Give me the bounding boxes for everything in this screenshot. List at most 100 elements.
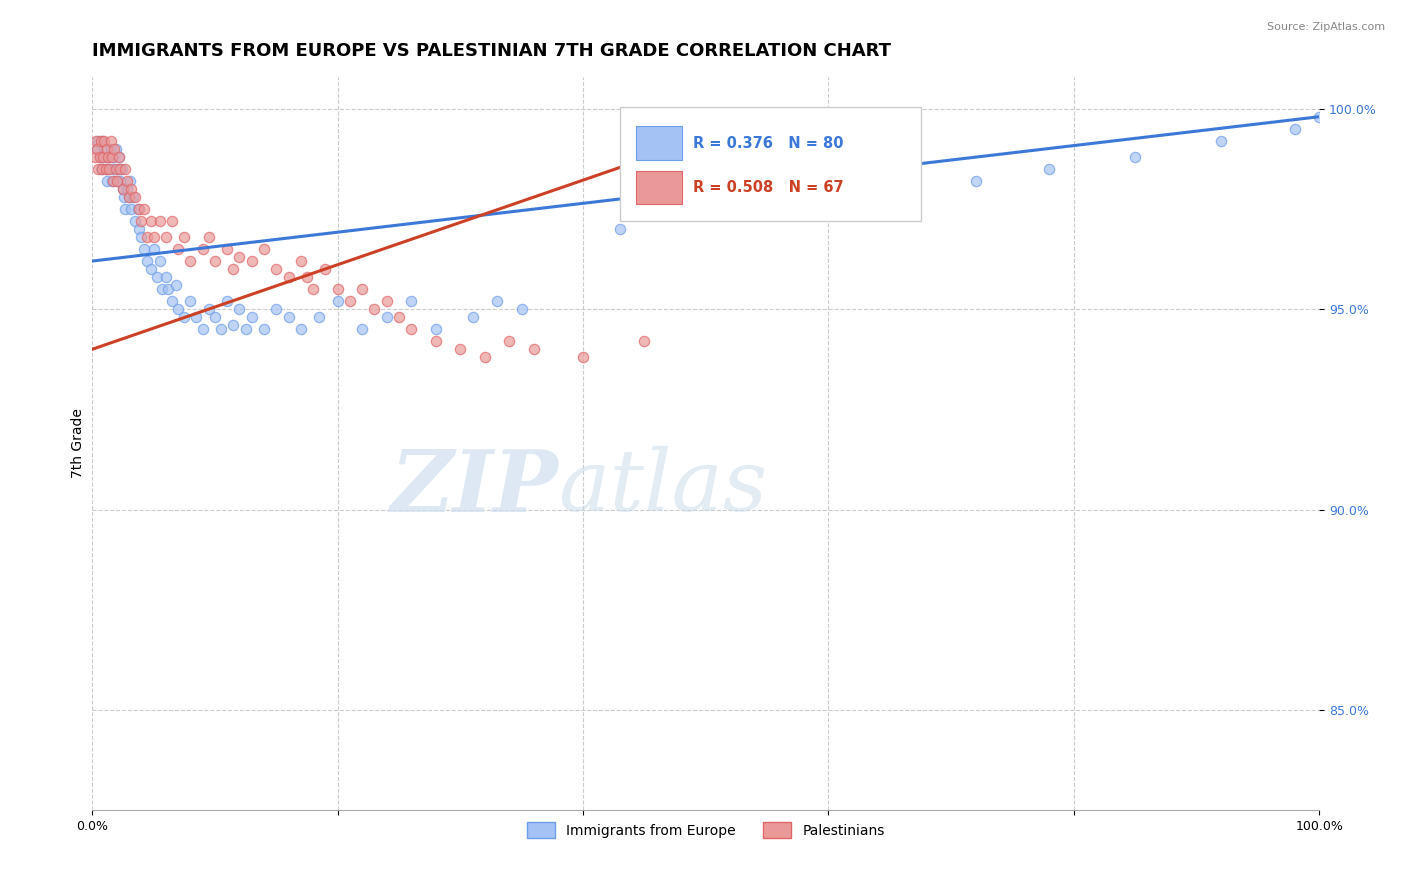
Point — [110, 174, 132, 188]
Point — [128, 202, 150, 216]
Point — [96, 174, 118, 188]
Point — [124, 190, 146, 204]
Point — [425, 322, 447, 336]
Point — [89, 150, 111, 164]
FancyBboxPatch shape — [636, 170, 682, 204]
Point — [86, 142, 108, 156]
Point — [228, 302, 250, 317]
Point — [118, 190, 141, 204]
Point — [91, 150, 114, 164]
Point — [264, 262, 287, 277]
Point — [105, 174, 128, 188]
Point — [167, 302, 190, 317]
Point — [222, 318, 245, 333]
Point — [87, 134, 110, 148]
Point — [100, 142, 122, 156]
Point — [222, 262, 245, 277]
Point — [101, 150, 124, 164]
Point — [98, 161, 121, 176]
Point — [523, 343, 546, 357]
Point — [127, 202, 149, 216]
Point — [817, 190, 839, 204]
Point — [277, 270, 299, 285]
Point — [103, 142, 125, 156]
Point — [352, 322, 374, 336]
Point — [90, 161, 112, 176]
Legend: Immigrants from Europe, Palestinians: Immigrants from Europe, Palestinians — [522, 817, 890, 844]
Point — [186, 310, 208, 325]
Point — [150, 282, 173, 296]
Point — [290, 322, 312, 336]
Point — [399, 294, 422, 309]
Point — [179, 294, 201, 309]
Point — [191, 242, 214, 256]
Point — [128, 222, 150, 236]
Point — [204, 310, 226, 325]
Point — [107, 161, 129, 176]
Point — [91, 134, 114, 148]
Point — [228, 250, 250, 264]
Point — [94, 161, 117, 176]
Point — [98, 161, 121, 176]
Point — [120, 202, 142, 216]
Point — [197, 230, 219, 244]
Point — [209, 322, 232, 336]
Text: IMMIGRANTS FROM EUROPE VS PALESTINIAN 7TH GRADE CORRELATION CHART: IMMIGRANTS FROM EUROPE VS PALESTINIAN 7T… — [93, 42, 891, 60]
Point — [87, 161, 110, 176]
Point — [149, 214, 172, 228]
Point — [167, 242, 190, 256]
Point — [1123, 150, 1146, 164]
Point — [449, 343, 471, 357]
Point — [768, 202, 790, 216]
Point — [136, 254, 159, 268]
Point — [326, 282, 349, 296]
Point — [191, 322, 214, 336]
Point — [103, 161, 125, 176]
Point — [1308, 110, 1330, 124]
Point — [253, 322, 276, 336]
Point — [96, 142, 118, 156]
Point — [179, 254, 201, 268]
Point — [104, 142, 127, 156]
Point — [101, 150, 124, 164]
Point — [110, 161, 132, 176]
Point — [97, 150, 120, 164]
Point — [124, 214, 146, 228]
Point — [290, 254, 312, 268]
Point — [352, 282, 374, 296]
Point — [375, 294, 398, 309]
Point — [93, 134, 115, 148]
Text: R = 0.508   N = 67: R = 0.508 N = 67 — [693, 180, 844, 195]
Point — [112, 190, 135, 204]
Point — [115, 182, 138, 196]
Point — [155, 230, 177, 244]
Point — [240, 254, 263, 268]
Point — [609, 222, 631, 236]
Point — [217, 294, 239, 309]
Point — [101, 174, 124, 188]
Point — [149, 254, 172, 268]
Point — [132, 242, 155, 256]
Point — [302, 282, 325, 296]
Point — [160, 214, 183, 228]
Point — [160, 294, 183, 309]
Point — [136, 230, 159, 244]
Point — [388, 310, 411, 325]
Point — [572, 351, 595, 365]
Point — [132, 202, 155, 216]
Point — [217, 242, 239, 256]
Point — [165, 278, 187, 293]
Point — [204, 254, 226, 268]
Point — [129, 214, 152, 228]
Point — [139, 214, 162, 228]
Text: ZIP: ZIP — [391, 446, 558, 529]
Point — [90, 134, 112, 148]
Point — [264, 302, 287, 317]
Point — [97, 150, 120, 164]
Point — [146, 270, 169, 285]
Point — [91, 150, 114, 164]
Point — [879, 182, 901, 196]
Point — [111, 182, 134, 196]
Text: Source: ZipAtlas.com: Source: ZipAtlas.com — [1267, 22, 1385, 32]
Point — [1211, 134, 1233, 148]
